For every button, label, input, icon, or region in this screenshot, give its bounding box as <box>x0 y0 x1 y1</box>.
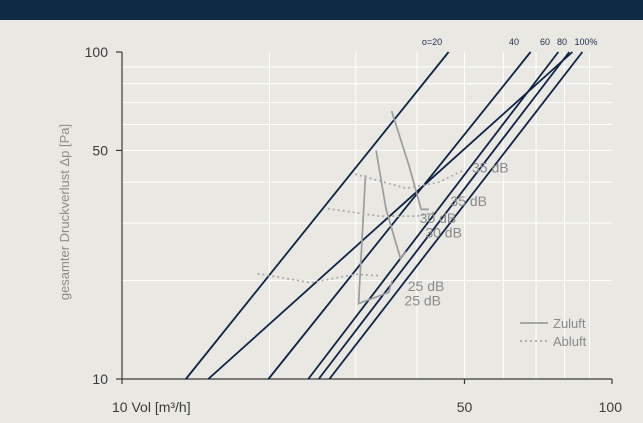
y-tick-label: 10 <box>92 371 108 387</box>
opening-label: 100% <box>574 37 597 47</box>
opening-line <box>185 51 450 380</box>
db-label: 30 dB <box>420 210 457 226</box>
y-tick-label: 100 <box>85 44 109 60</box>
db-label: 25 dB <box>404 292 441 308</box>
legend: Zuluft Abluft <box>520 316 587 349</box>
opening-label: 80 <box>557 37 567 47</box>
zuluft-curve <box>375 150 407 261</box>
zuluft-legend-label: Zuluft <box>553 316 586 331</box>
y-tick-label: 50 <box>92 142 108 158</box>
sound-curves <box>257 110 464 305</box>
opening-line <box>328 51 584 380</box>
y-tick-labels: 10 50 100 <box>85 44 109 387</box>
opening-line <box>267 51 532 380</box>
db-label: 35 dB <box>472 160 509 176</box>
x-tick-label: 50 <box>457 399 473 415</box>
opening-label: 60 <box>540 37 550 47</box>
db-label: 35 dB <box>450 193 487 209</box>
x-tick-label: 10 Vol [m³/h] <box>112 399 191 415</box>
zuluft-curve <box>357 175 394 305</box>
x-tick-label: 100 <box>599 399 623 415</box>
abluft-curve <box>327 207 438 217</box>
y-axis-label: gesamter Druckverlust Δp [Pa] <box>57 124 72 300</box>
grid <box>122 52 612 379</box>
opening-line <box>317 51 570 380</box>
abluft-curve <box>354 169 464 190</box>
opening-lines: o=20 40 60 80 100% <box>185 37 598 380</box>
top-bar <box>0 0 643 20</box>
abluft-curve <box>257 272 380 284</box>
abluft-legend-label: Abluft <box>553 334 587 349</box>
opening-label: 40 <box>509 37 519 47</box>
x-tick-labels: 10 Vol [m³/h] 50 100 <box>112 399 622 415</box>
db-label: 30 dB <box>425 224 462 240</box>
opening-line <box>307 51 560 380</box>
db-label: 25 dB <box>408 278 445 294</box>
opening-line <box>207 51 573 380</box>
opening-label: o=20 <box>422 37 442 47</box>
axes <box>116 51 613 384</box>
